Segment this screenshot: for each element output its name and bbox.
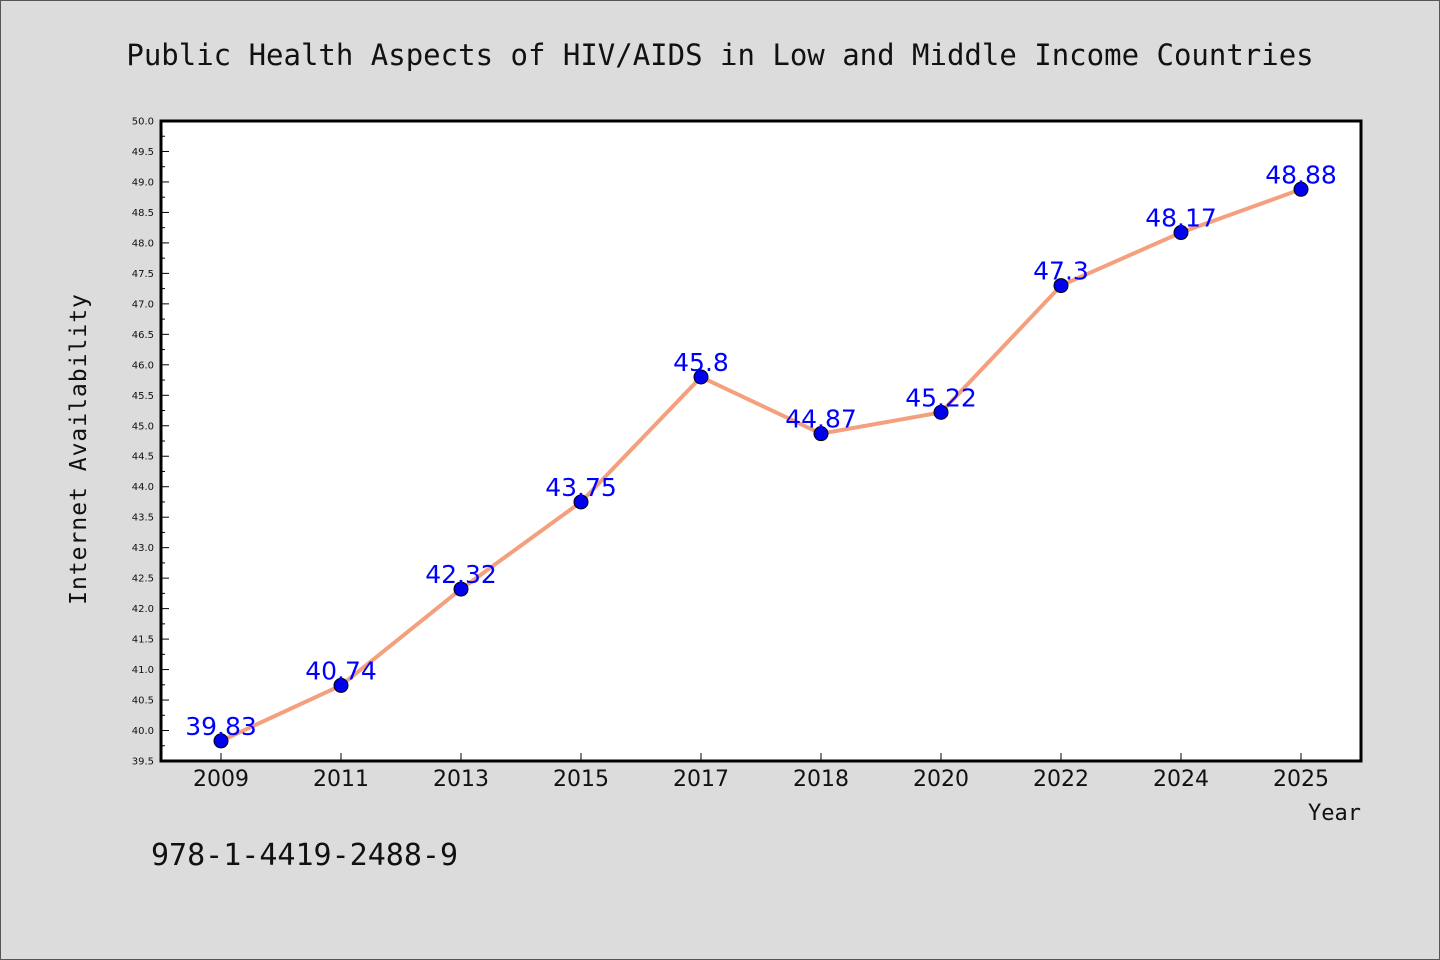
data-point	[933, 404, 949, 420]
data-label: 45.8	[673, 348, 729, 377]
data-label: 40.74	[305, 656, 377, 685]
y-axis-label: Internet Availability	[66, 293, 92, 605]
x-tick-label: 2017	[673, 767, 729, 792]
data-label: 39.83	[185, 712, 257, 741]
data-point	[813, 426, 829, 442]
y-axis: 39.5 40.0 40.5 41.0 41.5 42.0 42.5 43.0 43.5 44.0…	[132, 117, 169, 768]
y-tick-label: 40.5	[132, 696, 154, 707]
data-label: 48.88	[1265, 160, 1337, 189]
x-tick-label: 2020	[913, 767, 969, 792]
y-tick-label: 49.5	[132, 147, 154, 158]
data-point	[213, 733, 229, 749]
y-tick-label: 43.0	[132, 543, 154, 554]
x-tick-label: 2013	[433, 767, 489, 792]
x-tick-label: 2018	[793, 767, 849, 792]
data-point	[1173, 225, 1189, 241]
data-label: 48.17	[1145, 204, 1217, 233]
data-label: 47.3	[1033, 257, 1089, 286]
plot-area	[159, 119, 1363, 763]
data-point	[333, 677, 349, 693]
y-tick-label: 41.5	[132, 635, 154, 646]
data-point	[573, 494, 589, 510]
y-tick-label: 45.0	[132, 421, 154, 432]
data-label: 43.75	[545, 473, 617, 502]
y-tick-label: 47.5	[132, 269, 154, 280]
data-labels: 39.83 40.74 42.32 43.75 45.8 44.87 45.22 47.3 48…	[185, 160, 1337, 741]
x-tick-label: 2011	[313, 767, 369, 792]
x-axis: 2009 2011 2013 2015 2017 2018 2020 2022 2024 2025	[193, 753, 1329, 792]
data-point	[453, 581, 469, 597]
y-tick-label: 39.5	[132, 757, 154, 768]
y-tick-label: 48.0	[132, 238, 154, 249]
x-tick-label: 2015	[553, 767, 609, 792]
y-tick-label: 42.0	[132, 604, 154, 615]
x-tick-label: 2022	[1033, 767, 1089, 792]
x-tick-label: 2025	[1273, 767, 1329, 792]
series-line	[220, 187, 1302, 743]
data-label: 42.32	[425, 560, 497, 589]
data-point	[1293, 181, 1309, 197]
data-point	[693, 369, 709, 385]
x-tick-label: 2009	[193, 767, 249, 792]
data-point	[1053, 278, 1069, 294]
y-tick-label: 46.5	[132, 330, 154, 341]
x-tick-label: 2024	[1153, 767, 1209, 792]
chart-title: Public Health Aspects of HIV/AIDS in Low…	[126, 38, 1313, 72]
series-line-group	[213, 181, 1309, 749]
y-tick-label: 45.5	[132, 391, 154, 402]
data-label: 45.22	[905, 383, 977, 412]
y-tick-label: 43.5	[132, 513, 154, 524]
footer-isbn: 978-1-4419-2488-9	[151, 838, 458, 873]
y-tick-label: 41.0	[132, 665, 154, 676]
y-tick-label: 50.0	[132, 117, 154, 128]
y-tick-label: 46.0	[132, 360, 154, 371]
y-tick-label: 47.0	[132, 299, 154, 310]
y-tick-label: 44.5	[132, 452, 154, 463]
y-tick-label: 44.0	[132, 482, 154, 493]
y-tick-label: 42.5	[132, 574, 154, 585]
data-label: 44.87	[785, 405, 857, 434]
y-tick-label: 49.0	[132, 177, 154, 188]
y-tick-label: 40.0	[132, 726, 154, 737]
y-tick-label: 48.5	[132, 208, 154, 219]
x-axis-label: Year	[1308, 801, 1361, 826]
